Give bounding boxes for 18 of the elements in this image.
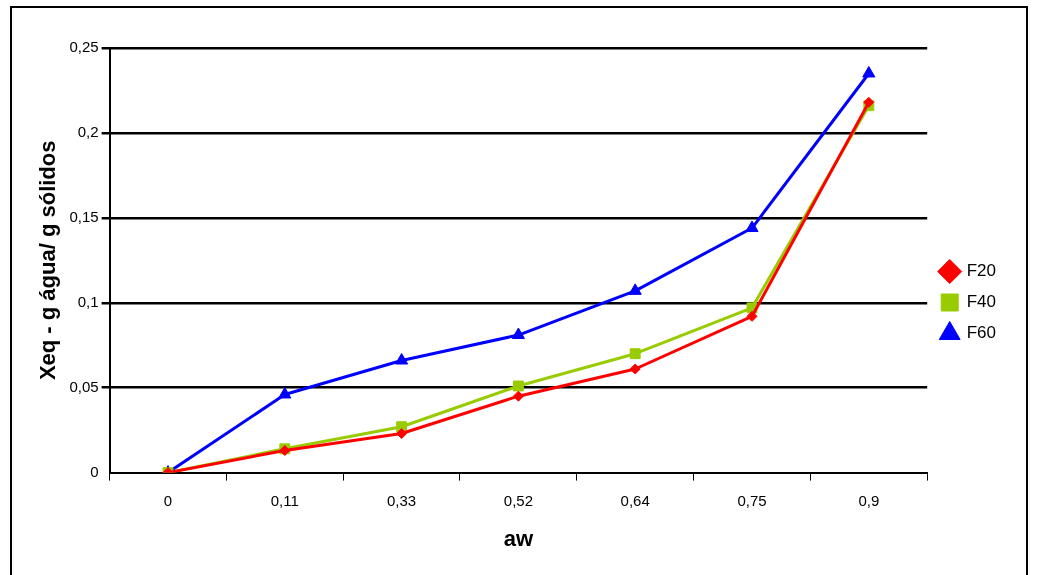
y-tick-label: 0,05 bbox=[69, 377, 99, 395]
x-axis-title: aw bbox=[503, 525, 534, 551]
legend-label: F20 bbox=[966, 261, 996, 281]
y-tick-label: 0,15 bbox=[69, 207, 99, 225]
x-tick-label: 0,9 bbox=[858, 491, 880, 509]
y-tick-label: 0 bbox=[90, 462, 99, 480]
y-tick-label: 0,2 bbox=[77, 123, 99, 141]
y-axis-title: Xeq - g água/ g sólidos bbox=[35, 140, 61, 381]
y-tick-label: 0,1 bbox=[77, 292, 99, 310]
legend-label: F40 bbox=[966, 292, 996, 312]
legend-label: F60 bbox=[966, 323, 996, 343]
x-tick-label: 0,64 bbox=[620, 491, 650, 509]
x-tick-label: 0 bbox=[163, 491, 173, 509]
x-tick-label: 0,75 bbox=[737, 491, 767, 509]
y-tick-label: 0,25 bbox=[69, 38, 99, 56]
x-tick-label: 0,52 bbox=[503, 491, 533, 509]
x-tick-label: 0,11 bbox=[270, 491, 299, 509]
x-tick-label: 0,33 bbox=[387, 491, 417, 509]
